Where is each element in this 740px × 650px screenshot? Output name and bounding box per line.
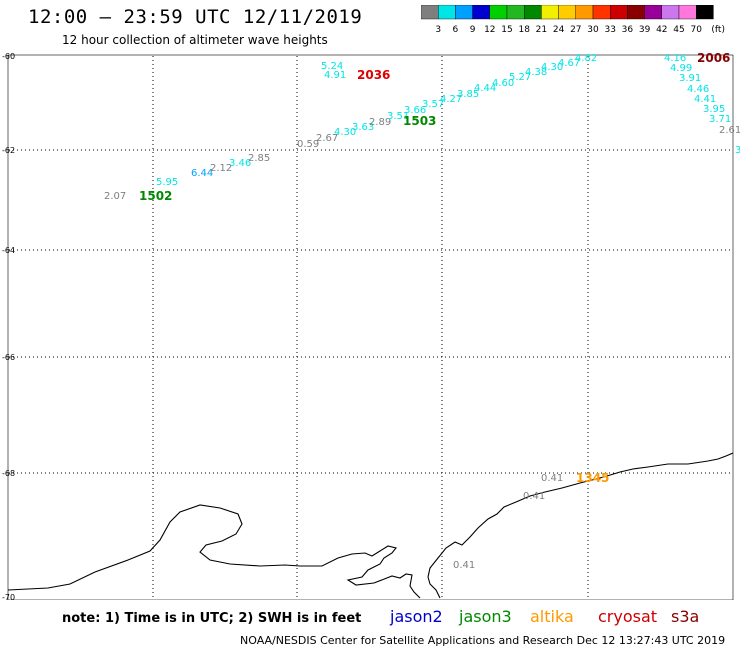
- wave-height-label: 4.30: [334, 127, 356, 138]
- wave-height-label: 4.91: [324, 70, 346, 81]
- pass-time-labels: 1502 2036 1503 2006 1345: [139, 51, 730, 485]
- legend-label: 45: [673, 25, 684, 35]
- wave-height-label: 2.07: [104, 191, 126, 202]
- wave-height-label: 4.99: [670, 63, 692, 74]
- wave-height-label: 3.46: [229, 158, 251, 169]
- legend-swatch: [696, 5, 714, 20]
- satellite-label-cryosat: cryosat: [598, 607, 658, 626]
- wave-height-label: 4.44: [474, 83, 496, 94]
- footer-note: note: 1) Time is in UTC; 2) SWH is in fe…: [62, 611, 362, 626]
- wave-height-label: 2.61: [719, 125, 740, 136]
- wave-height-label: 3.91: [679, 73, 701, 84]
- wave-height-label: 3.66: [404, 105, 426, 116]
- antarctic-coastline: [7, 452, 734, 599]
- wave-height-label: 3.51: [387, 111, 409, 122]
- wave-height-label: 2.12: [210, 163, 232, 174]
- wave-height-label: 4.38: [525, 67, 547, 78]
- legend-label: 70: [690, 25, 702, 35]
- wave-height-label: 3: [735, 145, 740, 156]
- map-subtitle: 12 hour collection of altimeter wave hei…: [62, 33, 328, 47]
- satellite-label-jason3: jason3: [459, 607, 512, 626]
- wave-height-label: 3.57: [422, 99, 444, 110]
- wave-height-label: 0.41: [453, 560, 475, 571]
- footer-credit: NOAA/NESDIS Center for Satellite Applica…: [240, 634, 726, 647]
- wave-height-label: 6.44: [191, 168, 213, 179]
- wave-height-label: 4.82: [575, 53, 597, 64]
- legend-label: 6: [453, 25, 459, 35]
- legend-label: 12: [484, 25, 495, 35]
- wave-observations: 2.07 5.95 6.442.123.462.85 5.244.91 0.592.67…: [104, 53, 740, 571]
- pass-time-label: 2006: [697, 51, 730, 65]
- lat-tick-label: -66: [2, 353, 15, 362]
- satellite-label-s3a: s3a: [671, 607, 700, 626]
- wave-height-label: 3.71: [709, 114, 731, 125]
- legend-label: 24: [553, 25, 565, 35]
- wave-height-label: 2.89: [369, 117, 391, 128]
- wave-height-label: 3.63: [352, 122, 374, 133]
- legend-label: 9: [470, 25, 476, 35]
- map-title: 12:00 – 23:59 UTC 12/11/2019: [28, 6, 363, 28]
- legend-label: 21: [536, 25, 547, 35]
- legend-label: 36: [622, 25, 634, 35]
- wave-height-label: 3.85: [457, 89, 479, 100]
- legend-label: 15: [501, 25, 512, 35]
- wave-height-label: 5.95: [156, 177, 178, 188]
- legend-label: 39: [639, 25, 651, 35]
- wave-height-label: 0.59: [297, 139, 319, 150]
- lat-tick-label: -64: [2, 246, 15, 255]
- legend-label: 18: [518, 25, 530, 35]
- legend-unit: (ft): [711, 25, 725, 35]
- graticule: [9, 56, 732, 598]
- legend-label: 42: [656, 25, 667, 35]
- map-frame: [7, 54, 734, 600]
- satellite-label-jason2: jason2: [390, 607, 443, 626]
- legend-label: 33: [604, 25, 615, 35]
- lat-tick-label: -62: [2, 146, 15, 155]
- wave-height-label: 4.27: [440, 94, 462, 105]
- pass-time-label: 2036: [357, 68, 390, 82]
- pass-time-label: 1503: [403, 114, 436, 128]
- wave-height-label: 4.46: [687, 84, 709, 95]
- lat-tick-label: -60: [2, 52, 15, 61]
- wave-height-label: 4.30: [541, 62, 563, 73]
- pass-time-label: 1345: [576, 471, 609, 485]
- lat-tick-label: -68: [2, 469, 15, 478]
- wave-height-label: 5.24: [321, 61, 343, 72]
- coastline-inlet: [427, 576, 441, 599]
- legend-label: 27: [570, 25, 581, 35]
- wave-height-label: 4.67: [558, 58, 580, 69]
- legend-label: 30: [587, 25, 599, 35]
- wave-height-label: 4.41: [694, 94, 716, 105]
- color-scale-legend: 3 6 9 12 15 18 21 24 27 30 33 36 39 42 45 70 (ft): [421, 5, 725, 35]
- wave-height-label: 4.60: [492, 78, 514, 89]
- lat-tick-label: -70: [2, 593, 15, 600]
- wave-height-label: 0.41: [541, 473, 563, 484]
- wave-height-label: 5.27: [509, 72, 531, 83]
- wave-height-label: 4.16: [664, 53, 686, 64]
- legend-label: 3: [435, 25, 441, 35]
- wave-height-label: 2.67: [316, 133, 338, 144]
- wave-height-label: 3.95: [703, 104, 725, 115]
- pass-time-label: 1502: [139, 189, 172, 203]
- wave-height-label: 2.85: [248, 153, 270, 164]
- satellite-label-altika: altika: [530, 607, 574, 626]
- wave-height-label: 0.41: [523, 491, 545, 502]
